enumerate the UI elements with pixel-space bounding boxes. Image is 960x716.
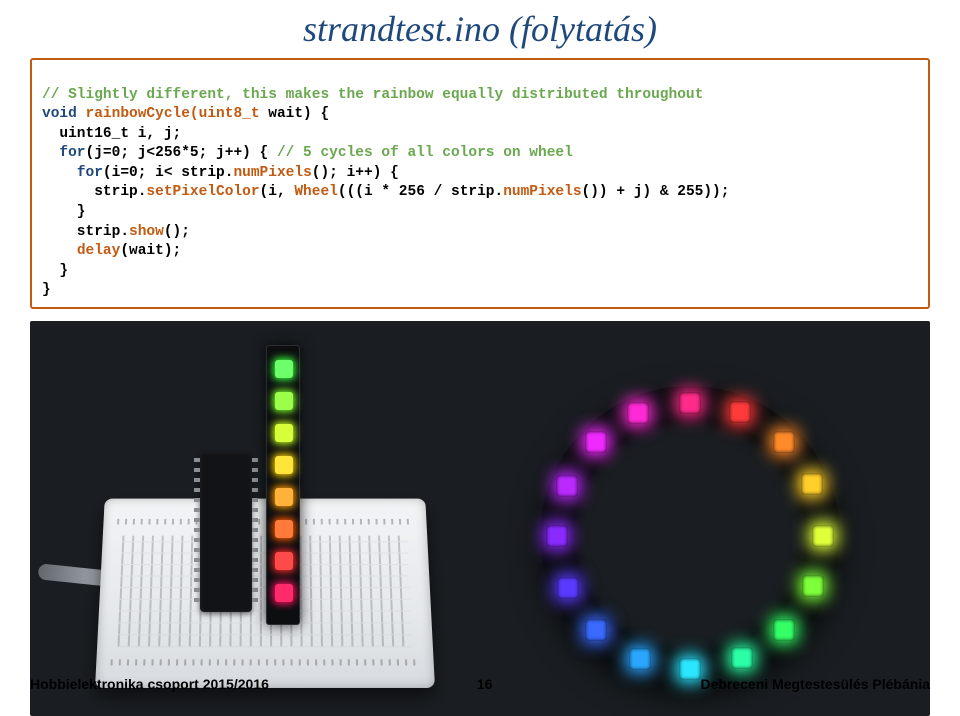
code-text: } bbox=[42, 282, 51, 298]
code-text: strip. bbox=[42, 184, 146, 200]
code-block: // Slightly different, this makes the ra… bbox=[30, 58, 930, 309]
code-text: (j=0; j<256*5; j++) { bbox=[86, 145, 277, 161]
led-stick-shape bbox=[266, 345, 300, 625]
code-text: (wait); bbox=[120, 243, 181, 259]
ring-led bbox=[679, 392, 701, 414]
breadboard-shape bbox=[95, 498, 435, 687]
code-text: uint16_t i, j; bbox=[42, 126, 181, 142]
code-call: setPixelColor bbox=[146, 184, 259, 200]
code-keyword: for bbox=[59, 145, 85, 161]
code-text: } bbox=[42, 263, 68, 279]
code-text: (i, bbox=[260, 184, 295, 200]
page-title: strandtest.ino (folytatás) bbox=[0, 0, 960, 58]
ring-led bbox=[629, 648, 651, 670]
hardware-photo bbox=[30, 321, 930, 716]
ring-led bbox=[801, 473, 823, 495]
code-comment: // Slightly different, this makes the ra… bbox=[42, 87, 703, 103]
code-call: delay bbox=[77, 243, 121, 259]
led-ring-shape bbox=[540, 386, 840, 686]
ring-led bbox=[557, 577, 579, 599]
ring-led bbox=[627, 402, 649, 424]
ring-led bbox=[773, 431, 795, 453]
code-text: ()) + j) & 255)); bbox=[582, 184, 730, 200]
stick-led bbox=[275, 552, 293, 570]
code-text: (); bbox=[164, 224, 190, 240]
ring-led bbox=[773, 619, 795, 641]
ring-led bbox=[729, 401, 751, 423]
ring-led bbox=[585, 431, 607, 453]
code-text: } bbox=[42, 204, 86, 220]
stick-led bbox=[275, 424, 293, 442]
stick-led bbox=[275, 360, 293, 378]
mcu-chip-shape bbox=[200, 452, 252, 612]
stick-led bbox=[275, 584, 293, 602]
code-call: numPixels bbox=[503, 184, 581, 200]
stick-led bbox=[275, 456, 293, 474]
code-text: wait) { bbox=[260, 106, 330, 122]
footer-page: 16 bbox=[477, 676, 493, 692]
code-text: strip. bbox=[42, 224, 129, 240]
ring-led bbox=[731, 647, 753, 669]
slide-footer: Hobbielektronika csoport 2015/2016 16 De… bbox=[0, 676, 960, 692]
code-text: (); i++) { bbox=[312, 165, 399, 181]
stick-led bbox=[275, 520, 293, 538]
code-call: numPixels bbox=[233, 165, 311, 181]
footer-left: Hobbielektronika csoport 2015/2016 bbox=[30, 676, 269, 692]
code-keyword: for bbox=[77, 165, 103, 181]
code-comment: // 5 cycles of all colors on wheel bbox=[277, 145, 573, 161]
ring-led bbox=[802, 575, 824, 597]
code-keyword: void bbox=[42, 106, 77, 122]
ring-led bbox=[546, 525, 568, 547]
footer-right: Debreceni Megtestesülés Plébánia bbox=[700, 676, 930, 692]
code-func: rainbowCycle(uint8_t bbox=[86, 106, 260, 122]
stick-led bbox=[275, 392, 293, 410]
ring-led bbox=[585, 619, 607, 641]
code-call: show bbox=[129, 224, 164, 240]
photo-figure bbox=[30, 321, 930, 716]
code-text: (i=0; i< strip. bbox=[103, 165, 234, 181]
stick-led bbox=[275, 488, 293, 506]
code-call: Wheel bbox=[294, 184, 338, 200]
ring-led bbox=[556, 475, 578, 497]
code-text: (((i * 256 / strip. bbox=[338, 184, 503, 200]
ring-led bbox=[812, 525, 834, 547]
